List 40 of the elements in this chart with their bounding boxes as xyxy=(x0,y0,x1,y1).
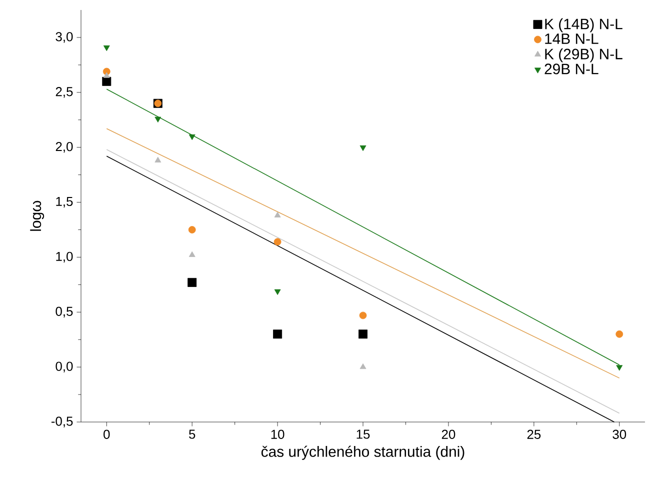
point xyxy=(103,45,110,52)
point xyxy=(360,363,366,370)
point xyxy=(274,289,281,295)
point xyxy=(616,365,623,371)
point xyxy=(188,251,196,257)
x-tick-label: 20 xyxy=(442,430,456,439)
x-tick-label: 25 xyxy=(527,430,541,439)
legend-label: K (29B) N-L xyxy=(545,48,622,62)
point xyxy=(103,72,110,78)
x-tick-label: 5 xyxy=(189,430,196,439)
point xyxy=(188,226,196,234)
point xyxy=(188,278,197,287)
point xyxy=(359,312,367,320)
point xyxy=(274,212,281,218)
y-tick-label: 0,0 xyxy=(56,362,73,372)
y-tick-label: 1,5 xyxy=(56,196,73,208)
legend-label: K (14B) N-L xyxy=(545,18,622,32)
x-axis-title: čas urýchleného starnutia (dni) xyxy=(261,446,464,460)
point xyxy=(154,156,162,162)
x-tick-label: 10 xyxy=(271,430,284,439)
point xyxy=(360,145,366,152)
y-tick-label: -0,5 xyxy=(51,416,73,428)
x-tick-label: 0 xyxy=(104,430,110,439)
y-tick-label: 2,5 xyxy=(56,87,73,98)
point xyxy=(274,238,282,246)
point xyxy=(273,330,282,339)
point xyxy=(358,330,368,339)
legend-label: 29B N-L xyxy=(544,64,598,74)
x-tick-label: 30 xyxy=(612,430,626,439)
y-axis-title: logω xyxy=(30,200,44,231)
point xyxy=(616,330,624,338)
point xyxy=(154,116,162,122)
y-tick-label: 3,0 xyxy=(56,32,73,43)
point xyxy=(102,76,112,86)
y-tick-label: 0,5 xyxy=(56,306,73,318)
x-tick-label: 15 xyxy=(356,430,370,439)
legend-label: 14B N-L xyxy=(545,34,598,44)
y-tick-label: 1,0 xyxy=(56,252,73,263)
y-tick-label: 2,0 xyxy=(56,142,73,153)
point xyxy=(188,134,196,140)
